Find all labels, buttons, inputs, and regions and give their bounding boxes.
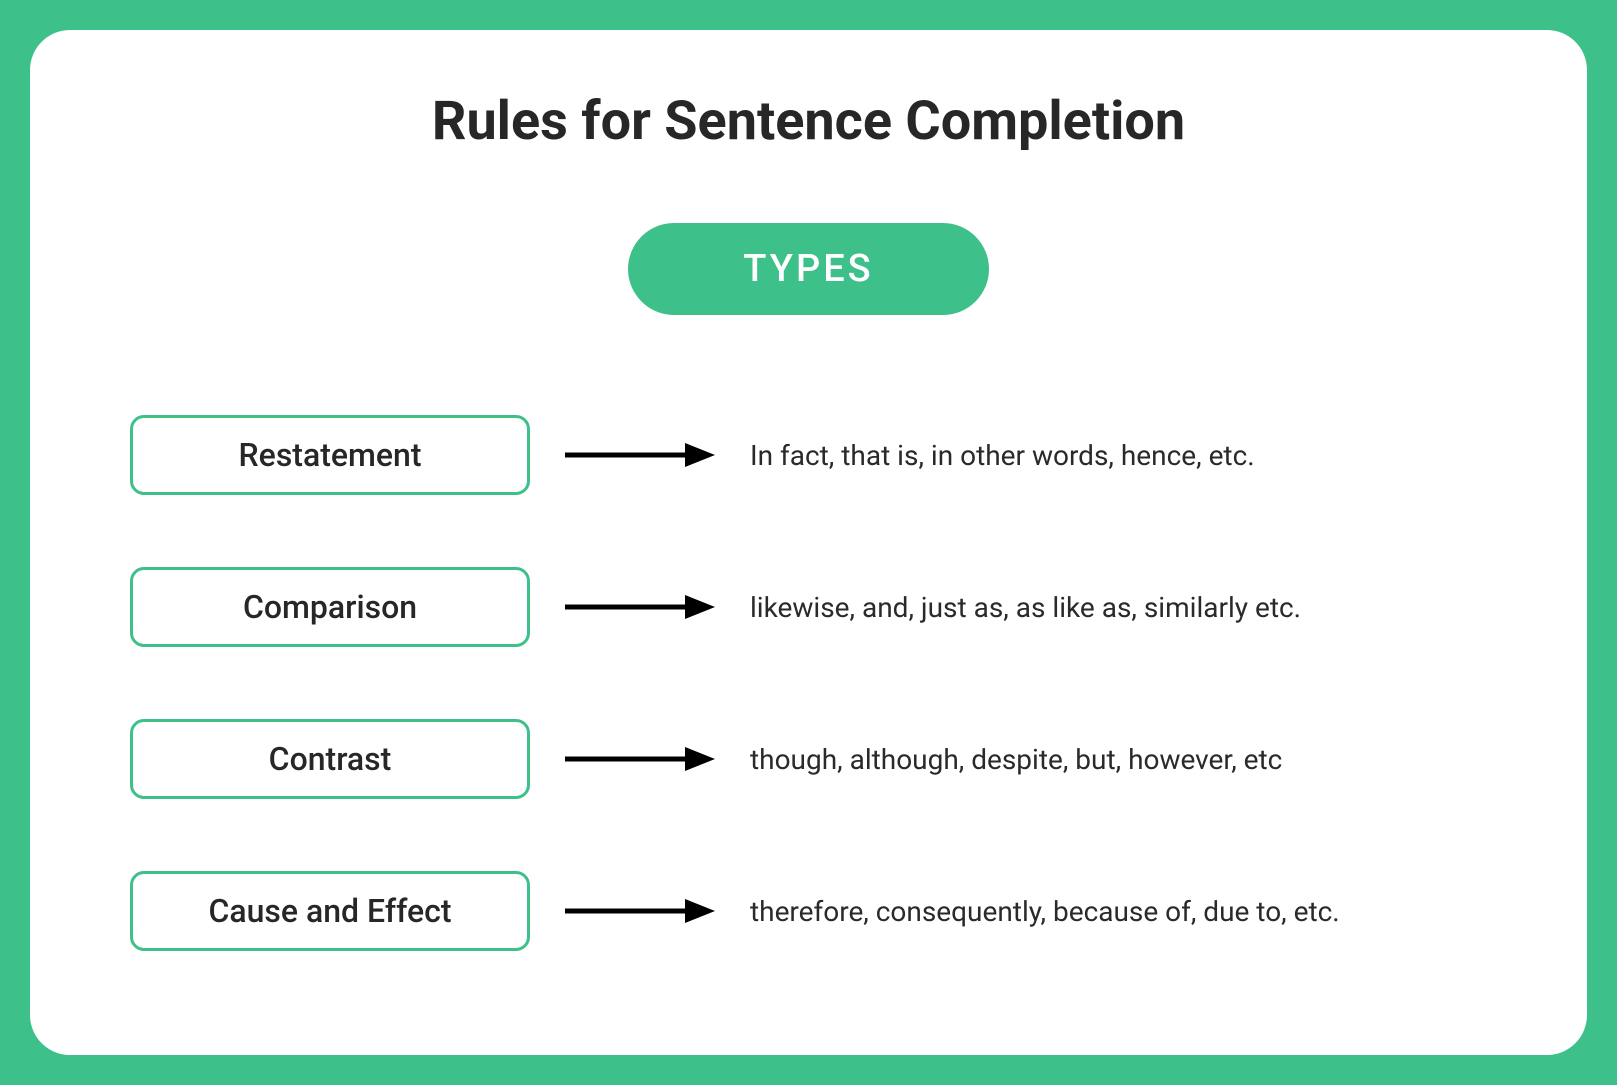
arrow-icon (530, 592, 750, 622)
type-box-contrast: Contrast (130, 719, 530, 799)
type-row: Comparison likewise, and, just as, as li… (130, 567, 1487, 647)
rows-container: Restatement In fact, that is, in other w… (130, 415, 1487, 951)
type-row: Contrast though, although, despite, but,… (130, 719, 1487, 799)
main-card: Rules for Sentence Completion TYPES Rest… (30, 30, 1587, 1055)
type-box-cause-effect: Cause and Effect (130, 871, 530, 951)
types-badge: TYPES (628, 223, 988, 315)
type-row: Restatement In fact, that is, in other w… (130, 415, 1487, 495)
arrow-icon (530, 896, 750, 926)
type-box-comparison: Comparison (130, 567, 530, 647)
type-description: likewise, and, just as, as like as, simi… (750, 591, 1487, 624)
type-description: In fact, that is, in other words, hence,… (750, 439, 1487, 472)
type-row: Cause and Effect therefore, consequently… (130, 871, 1487, 951)
type-description: therefore, consequently, because of, due… (750, 895, 1487, 928)
arrow-icon (530, 440, 750, 470)
page-title: Rules for Sentence Completion (432, 90, 1185, 153)
type-description: though, although, despite, but, however,… (750, 743, 1487, 776)
arrow-icon (530, 744, 750, 774)
type-box-restatement: Restatement (130, 415, 530, 495)
